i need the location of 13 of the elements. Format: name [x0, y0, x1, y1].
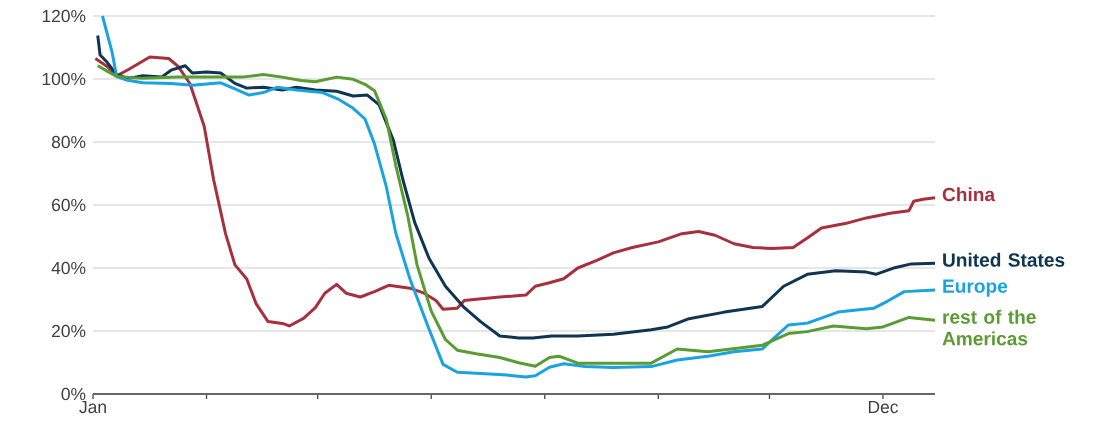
y-tick-label: 80% [51, 135, 86, 149]
y-tick-label: 20% [52, 324, 86, 338]
y-tick-label: 100% [42, 72, 86, 86]
y-tick-label: 120% [42, 9, 86, 23]
series-label: China [942, 187, 996, 202]
y-tick-label: 40% [51, 261, 86, 275]
series-label: United States [943, 252, 1065, 267]
series-label: rest of the Americas [942, 309, 1036, 346]
y-tick-label: 0% [61, 387, 86, 401]
x-tick-label: Dec [868, 400, 899, 414]
y-tick-label: 60% [52, 198, 86, 212]
series-label: Europe [943, 279, 1008, 297]
x-tick-label: Jan [79, 400, 106, 414]
